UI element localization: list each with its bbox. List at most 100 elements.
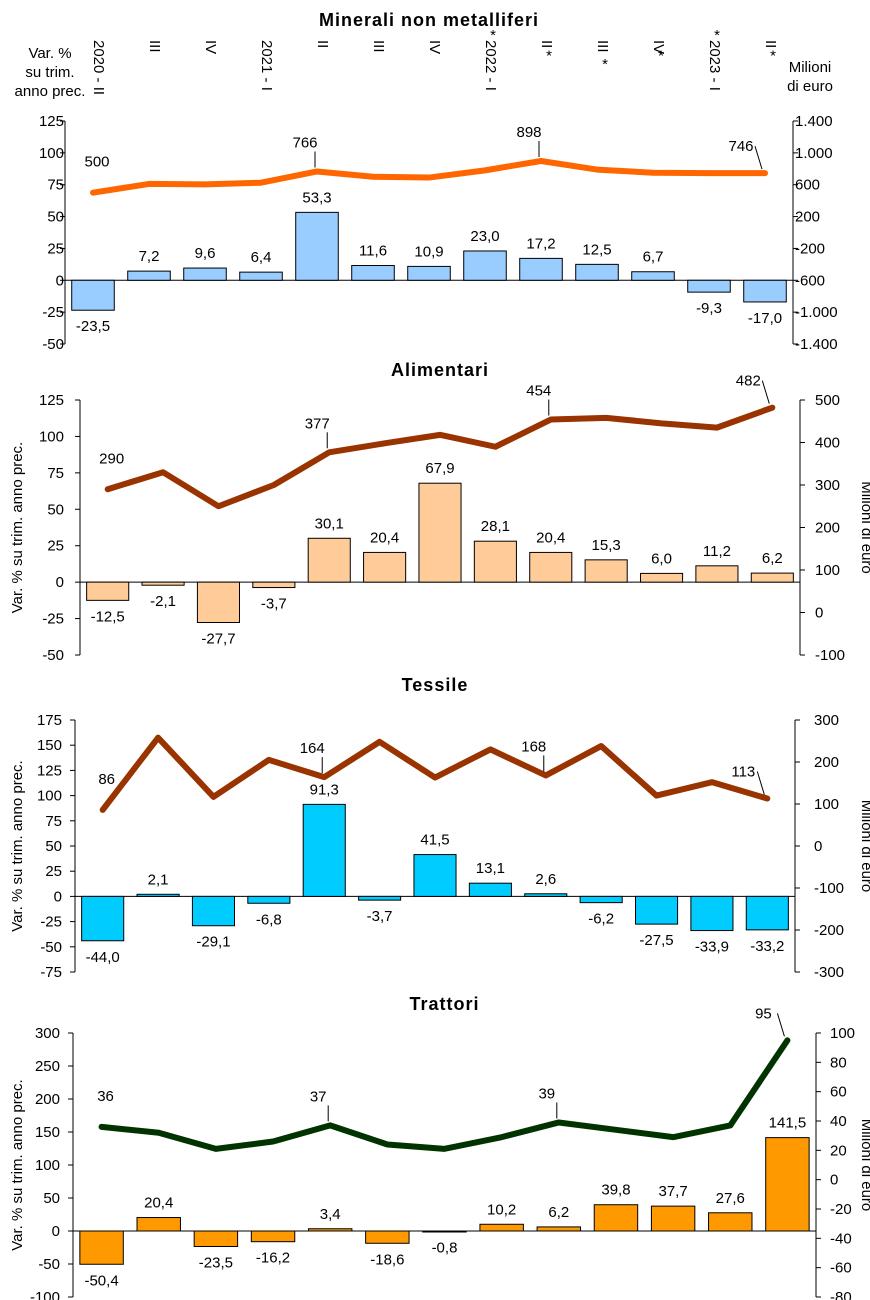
- category-label: 2020 - II: [90, 40, 107, 95]
- y2-tick-label: 600: [795, 177, 820, 194]
- bar: [418, 482, 462, 583]
- bar-label: 11,6: [359, 243, 387, 260]
- bar: [524, 893, 568, 897]
- chart-1: Minerali non metalliferi -50 -25 0 25 50 75 100…: [15, 10, 838, 353]
- line-label: 36: [97, 1088, 114, 1105]
- y-axis-label: Var. %: [28, 45, 71, 62]
- y-axis-label: anno prec.: [15, 83, 86, 100]
- bar-label: 7,2: [139, 248, 160, 265]
- bar: [743, 279, 787, 303]
- y2-tick-label: -1.000: [795, 304, 838, 321]
- y-tick-label: 150: [35, 1124, 60, 1141]
- y2-tick-label: -20: [830, 1201, 852, 1218]
- y2-tick-label: 200: [815, 520, 840, 537]
- bar: [463, 250, 507, 281]
- line-label: 377: [305, 415, 330, 432]
- y-tick-label: 100: [35, 1157, 60, 1174]
- bar: [363, 551, 407, 583]
- category-label: IV: [426, 40, 443, 54]
- y2-tick-label: 0: [814, 838, 822, 855]
- bar-label: 15,3: [592, 537, 621, 554]
- y-tick-label: 50: [45, 838, 62, 855]
- category-label: II: [314, 40, 331, 48]
- bar: [127, 270, 171, 281]
- bar: [650, 1205, 696, 1232]
- y2-tick-label: 400: [815, 435, 840, 452]
- y-tick-label: -25: [42, 304, 64, 321]
- bar-label: 23,0: [470, 228, 499, 245]
- y-axis-label: Var. % su trim. anno prec.: [9, 1079, 26, 1250]
- bar-label: 6,7: [643, 249, 664, 266]
- chart-3: Tessile -75 -50 -25 0 25 50 75 100 125 150 175 -300 -…: [9, 675, 870, 981]
- y-tick-label: 50: [47, 209, 64, 226]
- bar-label: 13,1: [476, 860, 505, 877]
- bar: [634, 895, 679, 925]
- bar: [631, 271, 675, 281]
- bar: [81, 895, 125, 942]
- y-tick-label: -50: [40, 939, 62, 956]
- bar-label: 141,5: [769, 1115, 807, 1132]
- category-mark: *: [658, 48, 664, 65]
- y2-axis-label: Milioni di euro: [858, 1119, 870, 1212]
- line-label: 482: [736, 373, 761, 390]
- bar-label: -27,7: [201, 631, 235, 648]
- y2-tick-label: -1.400: [795, 336, 838, 353]
- y2-tick-label: 0: [815, 605, 823, 622]
- y-tick-label: 0: [56, 574, 64, 591]
- bar: [687, 279, 731, 293]
- y-tick-label: 50: [43, 1190, 60, 1207]
- y2-axis-label: Milioni di euro: [858, 481, 870, 574]
- bar-label: 27,6: [716, 1190, 745, 1207]
- y2-tick-label: 100: [830, 1025, 855, 1042]
- y2-tick-label: 60: [830, 1084, 847, 1101]
- y2-tick-label: 500: [815, 392, 840, 409]
- line-label: 113: [731, 764, 755, 781]
- bar-label: 91,3: [310, 781, 339, 798]
- y-tick-label: 125: [39, 113, 64, 130]
- chart-title: Tessile: [402, 675, 469, 695]
- y2-tick-label: 300: [815, 477, 840, 494]
- line-label: 898: [516, 124, 541, 141]
- y-tick-label: 25: [47, 240, 64, 257]
- line-label: 86: [98, 771, 115, 788]
- line-series: [90, 157, 768, 196]
- bar: [86, 581, 130, 601]
- y-tick-label: 175: [37, 712, 62, 729]
- bar-label: -50,4: [84, 1272, 118, 1289]
- bar-label: 9,6: [195, 245, 216, 262]
- y-tick-label: 125: [37, 762, 62, 779]
- bar: [136, 893, 180, 897]
- bar: [579, 895, 623, 904]
- y-tick-label: -25: [40, 914, 62, 931]
- bar-label: 28,1: [481, 518, 510, 535]
- bar: [252, 581, 296, 589]
- y-tick-label: -50: [42, 647, 64, 664]
- bar-label: 20,4: [144, 1195, 173, 1212]
- line-label: 290: [99, 450, 124, 467]
- bar-label: -3,7: [367, 908, 393, 925]
- category-mark: *: [714, 27, 720, 44]
- bar: [250, 1230, 296, 1243]
- bar: [708, 1212, 753, 1232]
- y2-tick-label: 300: [814, 712, 839, 729]
- bar-label: -0,8: [432, 1240, 458, 1257]
- bar: [71, 279, 115, 311]
- bar: [136, 1217, 181, 1232]
- y2-tick-label: -600: [795, 272, 825, 289]
- y-axis-label: su trim.: [25, 64, 74, 81]
- bar: [536, 1226, 582, 1232]
- bar: [468, 882, 512, 897]
- y-tick-label: -75: [40, 964, 62, 981]
- bar: [247, 895, 291, 904]
- bar-label: 6,2: [548, 1204, 569, 1221]
- bar: [639, 572, 684, 583]
- y2-axis-label: di euro: [787, 78, 833, 95]
- y2-tick-label: -80: [830, 1289, 852, 1300]
- y-tick-label: 50: [47, 501, 64, 518]
- y-tick-label: 300: [35, 1025, 60, 1042]
- y2-tick-label: 200: [814, 754, 839, 771]
- line-label-leader: [776, 1013, 785, 1037]
- y-tick-label: 0: [52, 1223, 60, 1240]
- line-label-leader: [761, 380, 770, 404]
- y-tick-label: 75: [47, 177, 64, 194]
